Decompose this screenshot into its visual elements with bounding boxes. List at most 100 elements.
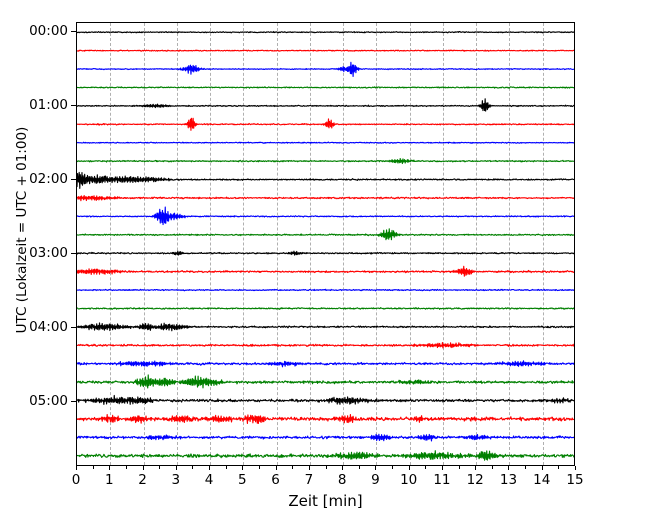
ytick-label-group: 00:00 01:00 02:00 03:00 04:00 05:00: [0, 0, 68, 520]
seismic-trace: [77, 157, 574, 165]
x-axis-tick: [109, 466, 111, 470]
x-axis-tick-label: 6: [271, 472, 280, 488]
y-axis-tick-label: 02:00: [29, 171, 68, 188]
y-axis-tick: [71, 327, 76, 329]
x-axis-label: Zeit [min]: [288, 492, 363, 510]
y-axis-tick-label: 04:00: [29, 319, 68, 336]
x-axis-minor-tick: [192, 466, 194, 469]
gridline-x: [476, 23, 478, 465]
gridline-x: [376, 23, 378, 465]
seismic-trace: [77, 141, 574, 144]
x-axis-tick-label: 15: [566, 472, 584, 488]
x-axis-minor-tick: [392, 466, 394, 469]
seismic-trace: [77, 86, 574, 89]
x-axis-tick: [342, 466, 344, 470]
x-axis-tick-label: 4: [204, 472, 214, 488]
seismic-trace: [77, 228, 574, 241]
seismic-trace: [77, 61, 574, 78]
x-axis-tick: [308, 466, 310, 470]
seismic-trace: [77, 206, 574, 226]
x-axis-tick-label: 7: [304, 472, 314, 488]
y-axis-tick: [71, 31, 76, 33]
gridline-x: [442, 23, 444, 465]
x-axis-tick: [408, 466, 410, 470]
x-axis-tick: [441, 466, 443, 470]
x-axis-minor-tick: [125, 466, 127, 469]
x-axis-minor-tick: [358, 466, 360, 469]
seismic-trace: [77, 360, 574, 368]
x-axis-tick: [541, 466, 543, 470]
x-axis-tick: [242, 466, 244, 470]
gridline-x: [243, 23, 245, 465]
seismic-trace: [77, 195, 574, 202]
y-axis-tick-label: 03:00: [29, 245, 68, 262]
x-axis-tick-label: 1: [104, 472, 114, 488]
x-axis-tick-label: 13: [499, 472, 518, 488]
seismic-trace: [77, 265, 574, 277]
x-axis-minor-tick: [225, 466, 227, 469]
seismic-trace: [77, 322, 574, 332]
gridline-x: [210, 23, 212, 465]
x-axis-tick-label: 14: [533, 472, 551, 488]
x-axis-tick-label: 11: [433, 472, 451, 488]
x-axis-tick: [175, 466, 177, 470]
x-axis-minor-tick: [525, 466, 527, 469]
x-axis-minor-tick: [325, 466, 327, 469]
x-axis-minor-tick: [558, 466, 560, 469]
y-axis-label: UTC (Lokalzeit = UTC + 01:00): [14, 126, 30, 334]
x-axis-tick-label: 12: [466, 472, 484, 488]
y-axis-tick: [71, 179, 76, 181]
seismic-trace: [77, 171, 574, 189]
y-axis-tick: [71, 253, 76, 255]
x-axis-minor-tick: [92, 466, 94, 469]
gridline-x: [409, 23, 411, 465]
gridline-x: [542, 23, 544, 465]
x-axis-tick: [575, 466, 576, 470]
x-axis-minor-tick: [458, 466, 460, 469]
y-axis-tick-label: 01:00: [29, 97, 68, 114]
x-axis-tick: [76, 466, 77, 470]
x-axis-minor-tick: [491, 466, 493, 469]
seismic-trace: [77, 307, 574, 311]
x-axis-tick: [508, 466, 510, 470]
x-axis-tick: [375, 466, 377, 470]
seismic-trace: [77, 374, 574, 389]
x-axis-minor-tick: [292, 466, 294, 469]
y-axis-tick: [71, 105, 76, 107]
seismic-trace: [77, 49, 574, 52]
x-axis-tick-label: 9: [371, 472, 380, 488]
x-axis-minor-tick: [258, 466, 260, 469]
gridline-x: [343, 23, 345, 465]
gridline-x: [110, 23, 112, 465]
trace-layer: [77, 30, 574, 461]
y-axis-tick-label: 00:00: [29, 23, 68, 40]
x-axis-tick: [475, 466, 477, 470]
x-axis-tick: [209, 466, 211, 470]
seismic-trace: [77, 288, 574, 292]
seismic-trace: [77, 30, 574, 34]
gridline-x: [143, 23, 145, 465]
seismic-trace: [77, 433, 574, 442]
x-axis-tick-label: 8: [337, 472, 347, 488]
x-axis-tick-label: 2: [138, 472, 147, 488]
x-axis-tick: [275, 466, 277, 470]
y-axis-tick: [71, 401, 76, 403]
seismic-trace: [77, 450, 574, 461]
x-axis-tick-label: 0: [71, 472, 81, 488]
seismic-trace: [77, 342, 574, 349]
x-axis-tick-label: 5: [238, 472, 247, 488]
gridline-x: [509, 23, 511, 465]
x-axis-tick-label: 3: [171, 472, 181, 488]
seismic-trace: [77, 394, 574, 405]
grid-layer: [77, 23, 574, 465]
x-axis-minor-tick: [159, 466, 161, 469]
x-axis-minor-tick: [425, 466, 427, 469]
x-axis-tick: [142, 466, 144, 470]
x-axis-tick-label: 10: [400, 472, 418, 488]
seismic-trace: [77, 98, 574, 112]
plot-area: [76, 22, 575, 466]
seismic-trace: [77, 117, 574, 131]
seismic-trace: [77, 414, 574, 425]
y-axis-tick-label: 05:00: [29, 393, 68, 410]
